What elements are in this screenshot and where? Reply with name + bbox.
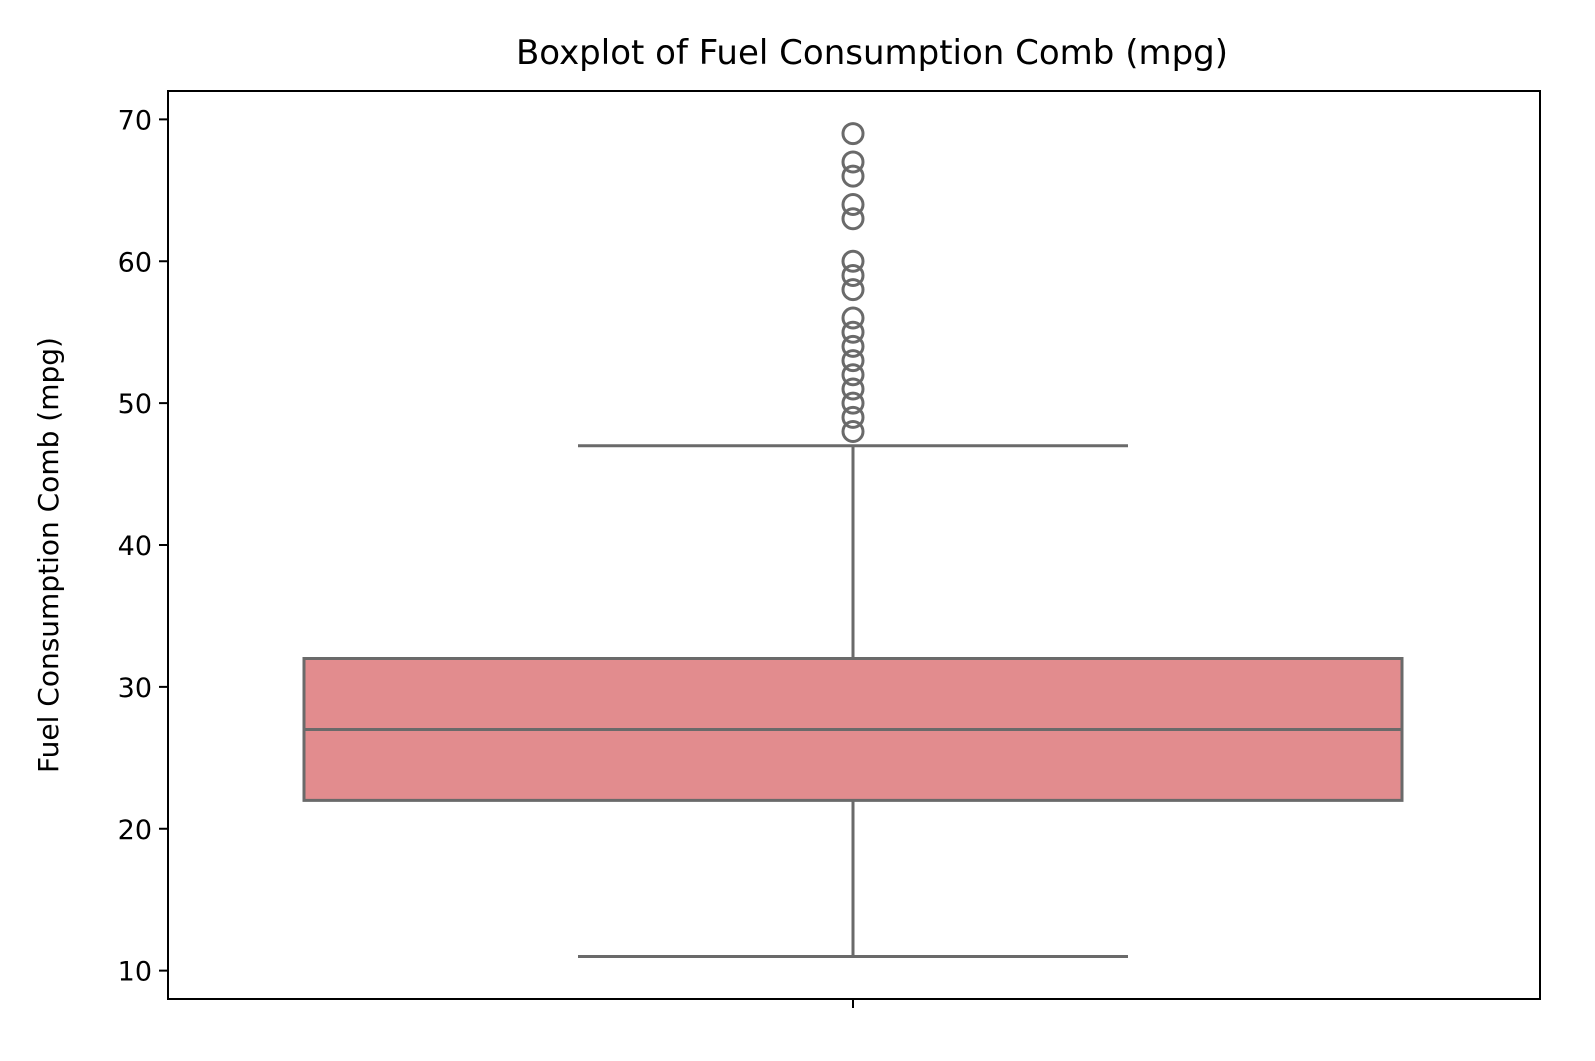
outlier-points: [841, 122, 865, 443]
outlier-point: [841, 249, 865, 273]
outlier-point: [841, 263, 865, 287]
y-tick-label: 30: [118, 673, 152, 704]
y-tick-label: 10: [118, 957, 152, 988]
outlier-point: [841, 278, 865, 302]
outlier-point: [841, 391, 865, 415]
box-and-whiskers: [302, 444, 1404, 958]
y-tick-label: 60: [118, 247, 152, 278]
y-axis-ticks: 10 20 30 40 50 60 70: [118, 105, 168, 988]
outlier-point: [841, 306, 865, 330]
y-tick-label: 50: [118, 389, 152, 420]
y-tick-label: 20: [118, 815, 152, 846]
outlier-point: [841, 193, 865, 216]
y-tick-label: 70: [118, 105, 152, 136]
outlier-point: [841, 363, 865, 387]
plot-frame: [167, 90, 1541, 1000]
outlier-point: [841, 349, 865, 373]
outlier-point: [841, 150, 865, 174]
outlier-point: [841, 320, 865, 344]
outlier-point: [841, 405, 865, 429]
outlier-point: [841, 164, 865, 188]
y-tick-label: 40: [118, 531, 152, 562]
outlier-point: [841, 334, 865, 358]
y-axis-label: Fuel Consumption Comb (mpg): [32, 337, 65, 773]
chart-title: Boxplot of Fuel Consumption Comb (mpg): [516, 33, 1228, 73]
outlier-point: [841, 377, 865, 401]
outlier-point: [841, 207, 865, 231]
outlier-point: [841, 122, 865, 146]
outlier-point: [841, 420, 865, 443]
